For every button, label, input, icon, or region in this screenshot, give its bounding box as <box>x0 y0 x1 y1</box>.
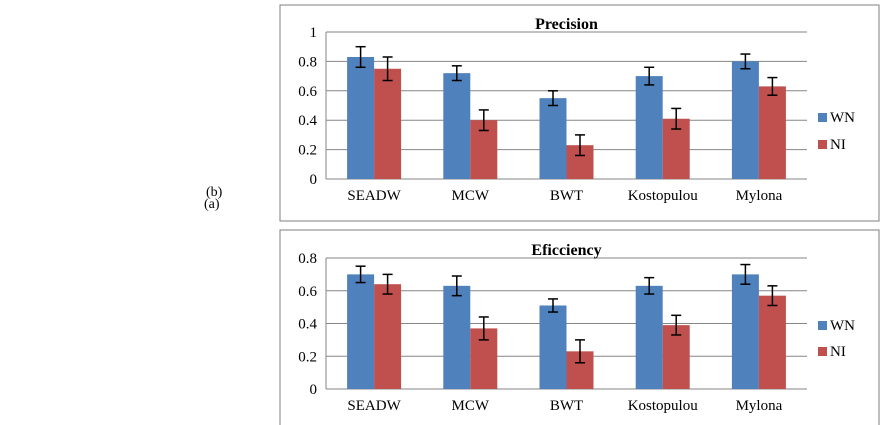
precision-chart: 0 0.2 0.4 0.6 0.8 1 SEADW MCW BWT Kostopulou Mylon… <box>279 4 880 222</box>
panel-label-b: (b) <box>206 185 223 200</box>
panel-label-a: (a) <box>204 197 220 212</box>
bar-wn <box>347 274 375 389</box>
y-tick-label: 0.2 <box>298 143 317 159</box>
y-tick-label: 0.8 <box>298 251 317 267</box>
bar-wn <box>635 285 663 389</box>
legend-label: WN <box>830 318 855 334</box>
efficiency-chart: 0 0.2 0.4 0.6 0.8 SEADW MCW BWT Kostopulou Mylona… <box>279 229 880 425</box>
category-label: Kostopulou <box>628 188 699 204</box>
legend-swatch-ni <box>818 347 827 356</box>
category-label: Mylona <box>736 398 783 414</box>
category-label: Mylona <box>736 188 783 204</box>
bar-wn <box>443 285 471 389</box>
bar-wn <box>731 274 759 389</box>
y-tick-label: 0.6 <box>298 284 317 300</box>
y-tick-label: 0.2 <box>298 349 317 365</box>
category-label: SEADW <box>347 188 401 204</box>
legend-label: NI <box>830 344 846 360</box>
chart-title: Precision <box>535 16 598 33</box>
bar-wn <box>731 61 759 179</box>
bar-ni <box>758 295 786 389</box>
category-label: MCW <box>452 188 490 204</box>
chart-frame <box>279 229 880 425</box>
bar-wn <box>539 305 567 389</box>
legend-swatch-ni <box>818 140 827 149</box>
bar-wn <box>635 76 663 179</box>
category-label: SEADW <box>347 398 401 414</box>
y-tick-label: 0.4 <box>298 317 317 333</box>
bar-ni <box>662 325 690 389</box>
y-tick-label: 0.4 <box>298 113 317 129</box>
category-label: BWT <box>550 398 583 414</box>
legend-label: NI <box>830 137 846 153</box>
legend-swatch-wn <box>818 113 827 122</box>
category-label: BWT <box>550 188 583 204</box>
bar-wn <box>443 73 471 179</box>
category-label: Kostopulou <box>628 398 699 414</box>
bar-wn <box>347 56 375 179</box>
chart-title: Eficciency <box>531 242 601 259</box>
category-label: MCW <box>452 398 490 414</box>
legend-swatch-wn <box>818 321 827 330</box>
y-tick-label: 0 <box>310 382 318 398</box>
y-tick-label: 0 <box>310 172 318 188</box>
chart-frame <box>279 4 880 222</box>
bar-wn <box>539 98 567 179</box>
y-tick-label: 0.6 <box>298 84 317 100</box>
y-tick-label: 1 <box>310 25 318 41</box>
bar-ni <box>758 86 786 179</box>
legend-label: WN <box>830 110 855 126</box>
y-tick-label: 0.8 <box>298 54 317 70</box>
bar-ni <box>374 284 402 389</box>
bar-ni <box>374 68 402 179</box>
